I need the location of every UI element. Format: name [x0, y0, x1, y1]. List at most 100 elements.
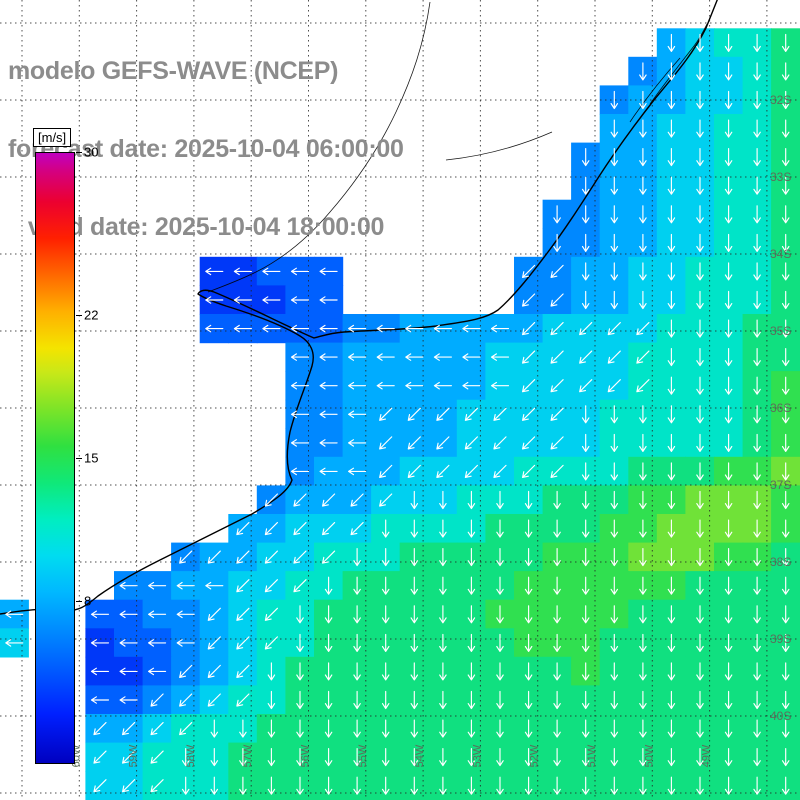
- wind-arrow: [319, 439, 338, 447]
- wind-arrow: [381, 690, 390, 710]
- wind-arrow: [753, 662, 761, 681]
- wind-arrow: [579, 379, 593, 393]
- wind-arrow: [233, 267, 252, 276]
- wind-arrow: [610, 519, 619, 538]
- wind-arrow: [724, 662, 733, 681]
- wind-arrow: [610, 633, 619, 652]
- wind-arrow: [467, 519, 476, 538]
- wind-arrow: [753, 290, 761, 310]
- wind-arrow: [724, 433, 733, 452]
- wind-arrow: [667, 348, 676, 367]
- wind-arrow: [781, 433, 790, 452]
- wind-arrow: [290, 439, 310, 447]
- lon-axis-label: 50W: [643, 744, 655, 767]
- colorbar-tick-label: 30: [84, 144, 99, 160]
- wind-arrow: [781, 490, 790, 510]
- colorbar-tick: [76, 152, 82, 153]
- wind-arrow: [179, 550, 193, 564]
- coastline: [0, 0, 718, 615]
- wind-arrow: [150, 722, 164, 736]
- wind-arrow: [319, 353, 338, 361]
- wind-arrow: [781, 662, 790, 681]
- wind-arrow: [581, 176, 590, 195]
- wind-arrow: [296, 690, 304, 710]
- wind-arrow: [405, 353, 424, 361]
- wind-arrow: [581, 633, 590, 652]
- wind-arrow: [724, 462, 733, 481]
- wind-arrow: [119, 639, 138, 647]
- wind-arrow: [781, 319, 790, 338]
- wind-arrow: [490, 353, 510, 361]
- wind-arrow: [353, 690, 361, 710]
- wind-arrow: [610, 462, 619, 481]
- wind-arrow: [610, 290, 619, 310]
- wind-arrow: [667, 290, 676, 310]
- wind-arrow: [410, 690, 419, 710]
- wind-arrow: [610, 548, 619, 567]
- wind-arrow: [207, 607, 221, 621]
- wind-arrow: [639, 548, 647, 567]
- wind-arrow: [319, 467, 338, 476]
- wind-arrow: [639, 119, 647, 138]
- wind-arrow: [581, 405, 590, 424]
- wind-arrow: [524, 548, 533, 567]
- wind-arrow: [353, 548, 361, 567]
- wind-arrow: [264, 522, 278, 536]
- wind-arrow: [610, 90, 619, 110]
- wind-arrow: [176, 610, 195, 619]
- wind-arrow: [324, 748, 333, 767]
- wind-arrow: [610, 576, 619, 595]
- wind-arrow: [410, 633, 419, 652]
- colorbar-gradient-bar: [35, 152, 75, 764]
- wind-arrow: [296, 719, 304, 738]
- lat-axis-label: 37S: [770, 478, 791, 492]
- wind-arrow: [667, 462, 676, 481]
- wind-arrow: [353, 662, 361, 681]
- wind-arrow: [233, 296, 252, 304]
- wind-arrow: [610, 119, 619, 138]
- colorbar-tick: [76, 600, 82, 602]
- wind-arrow: [610, 176, 619, 195]
- wind-arrow: [553, 776, 561, 795]
- wind-arrow: [696, 233, 704, 252]
- wind-arrow: [696, 62, 704, 81]
- wind-arrow: [696, 548, 704, 567]
- wind-arrow: [667, 148, 676, 167]
- wind-arrow: [236, 522, 250, 536]
- wind-arrow: [724, 90, 733, 110]
- wind-arrow: [324, 776, 333, 795]
- wind-arrow: [496, 690, 504, 710]
- wind-arrow: [550, 379, 564, 393]
- wind-arrow: [581, 548, 590, 567]
- wind-arrow: [781, 62, 790, 81]
- wind-arrow: [290, 381, 310, 390]
- wind-arrow: [696, 576, 704, 595]
- wind-arrow: [381, 633, 390, 652]
- wind-arrow: [381, 519, 390, 538]
- wind-arrow: [724, 405, 733, 424]
- wind-arrow: [753, 433, 761, 452]
- wind-arrow: [724, 205, 733, 224]
- wind-arrow: [753, 690, 761, 710]
- wind-arrow: [353, 776, 361, 795]
- wind-arrow: [439, 548, 447, 567]
- wind-arrow: [496, 605, 504, 624]
- wind-arrow: [696, 462, 704, 481]
- colorbar-unit-label: [m/s]: [33, 128, 72, 147]
- wind-arrow: [205, 296, 224, 304]
- wind-arrow: [93, 750, 107, 764]
- wind-arrow: [696, 776, 704, 795]
- wind-arrow: [496, 519, 504, 538]
- wind-arrow: [207, 550, 221, 564]
- wind-arrow: [207, 693, 221, 707]
- wind-arrow: [267, 719, 276, 738]
- wind-arrow: [724, 576, 733, 595]
- wind-arrow: [550, 264, 564, 278]
- wind-arrow: [610, 605, 619, 624]
- wind-arrow: [290, 267, 310, 276]
- wind-arrow: [148, 639, 167, 647]
- wind-arrow: [724, 62, 733, 81]
- colorbar-tick-label: 8: [84, 593, 92, 609]
- colorbar: [m/s] 30 22 15 8: [33, 128, 133, 788]
- wind-arrow: [550, 407, 564, 421]
